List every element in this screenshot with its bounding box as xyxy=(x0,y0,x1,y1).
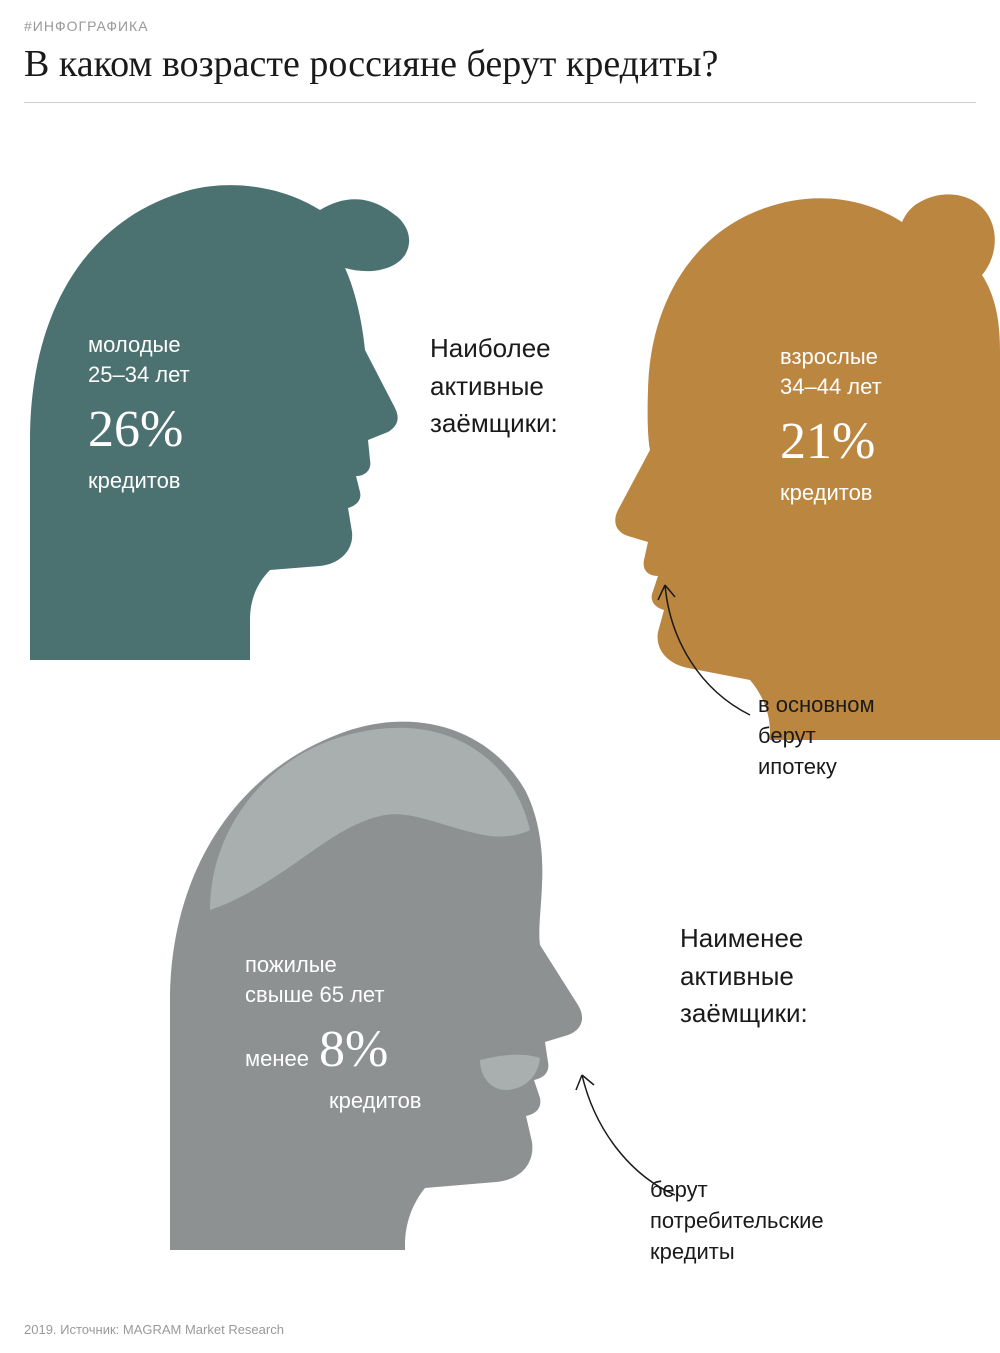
elderly-stat-block: пожилые свыше 65 лет менее 8% кредитов xyxy=(245,950,422,1115)
elderly-label1: пожилые xyxy=(245,950,422,980)
young-percent: 26% xyxy=(88,389,190,465)
young-stat-block: молодые 25–34 лет 26% кредитов xyxy=(88,330,190,495)
elderly-prefix: менее xyxy=(245,1044,309,1074)
elderly-label2: свыше 65 лет xyxy=(245,980,422,1010)
young-label2: 25–34 лет xyxy=(88,360,190,390)
adult-stat-block: взрослые 34–44 лет 21% кредитов xyxy=(780,342,882,507)
infographic-canvas: молодые 25–34 лет 26% кредитов Наиболее … xyxy=(0,120,1000,1300)
hashtag-label: #ИНФОГРАФИКА xyxy=(24,18,149,34)
adult-label1: взрослые xyxy=(780,342,882,372)
young-head-silhouette xyxy=(0,140,420,660)
elderly-annotation: берут потребительские кредиты xyxy=(650,1175,824,1267)
adult-label2: 34–44 лет xyxy=(780,372,882,402)
adult-percent: 21% xyxy=(780,401,882,477)
most-active-label: Наиболее активные заёмщики: xyxy=(430,330,558,443)
page-title: В каком возрасте россияне берут кредиты? xyxy=(24,42,976,103)
elderly-percent: 8% xyxy=(319,1009,388,1085)
adult-annotation: в основном берут ипотеку xyxy=(758,690,875,782)
young-label1: молодые xyxy=(88,330,190,360)
young-suffix: кредитов xyxy=(88,466,190,496)
adult-suffix: кредитов xyxy=(780,478,882,508)
source-text: 2019. Источник: MAGRAM Market Research xyxy=(24,1322,284,1337)
least-active-label: Наименее активные заёмщики: xyxy=(680,920,808,1033)
young-head-path xyxy=(30,185,409,660)
elderly-suffix: кредитов xyxy=(245,1086,422,1116)
